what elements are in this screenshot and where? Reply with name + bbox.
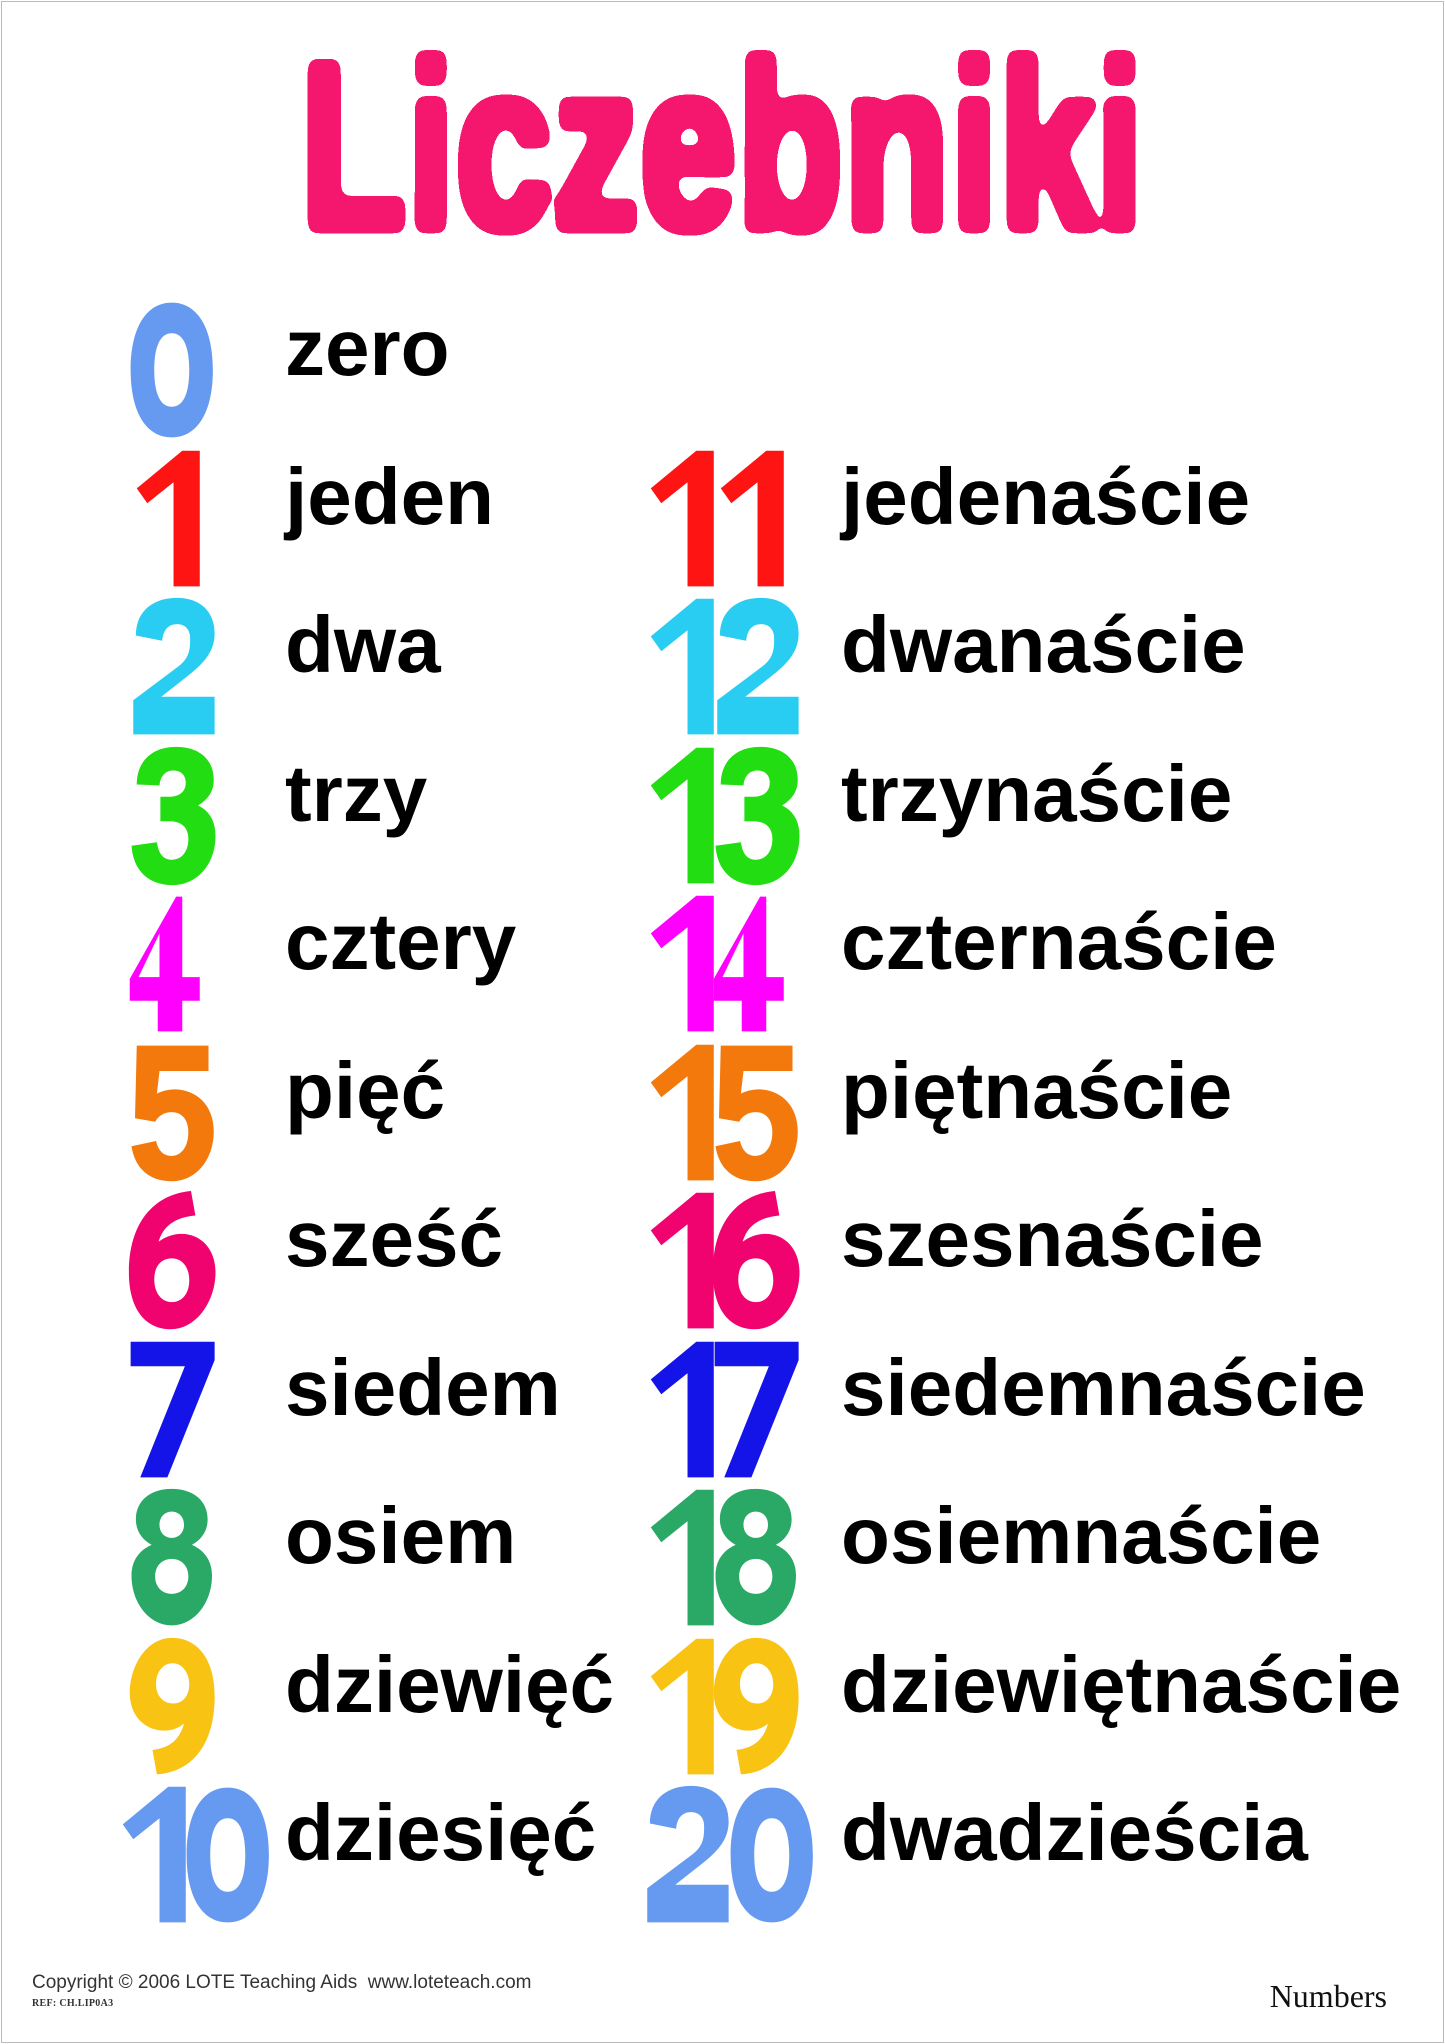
svg-text:Liczebniki: Liczebniki	[300, 14, 1144, 270]
